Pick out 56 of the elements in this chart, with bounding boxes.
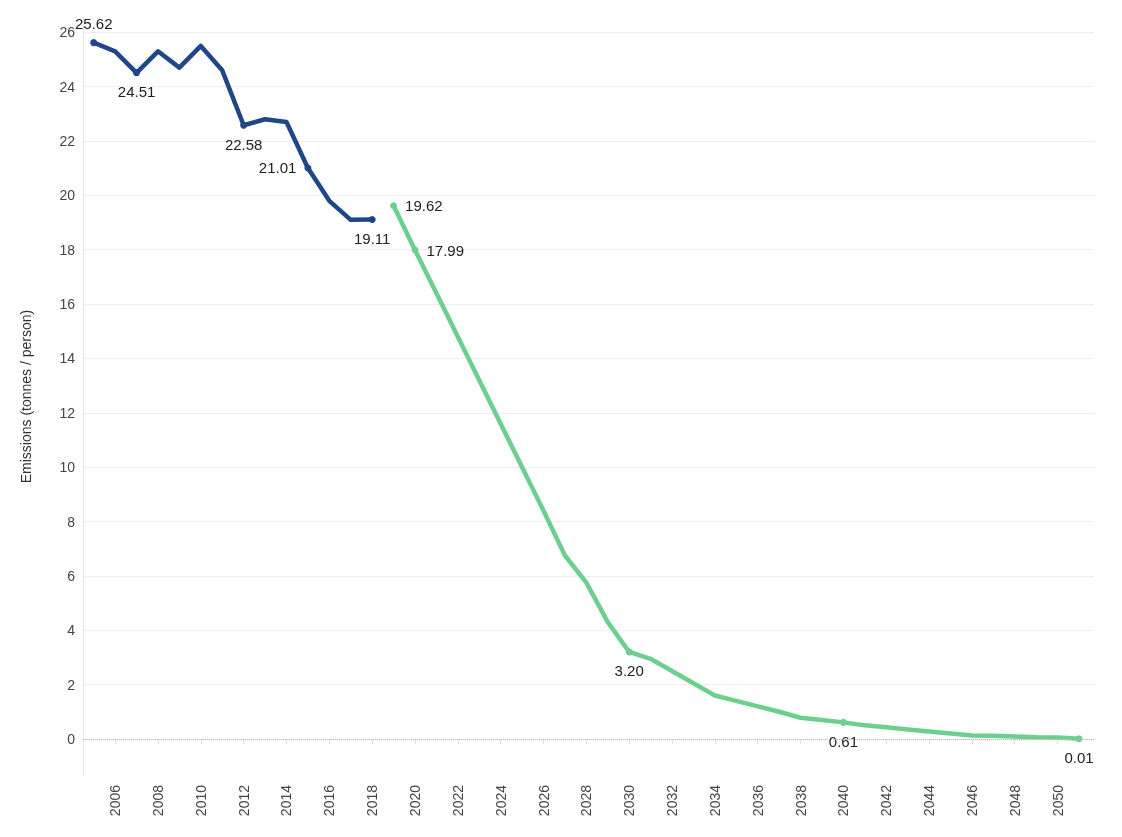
x-tick-label: 2012 bbox=[235, 784, 252, 817]
x-tick-label: 2032 bbox=[664, 784, 681, 817]
x-tick-label: 2024 bbox=[492, 784, 509, 817]
point bbox=[390, 202, 398, 210]
x-tick-label: 2048 bbox=[1006, 784, 1023, 817]
x-tick-label: 2046 bbox=[963, 784, 980, 817]
point bbox=[133, 69, 141, 77]
point bbox=[839, 718, 847, 726]
x-tick-label: 2006 bbox=[107, 784, 124, 817]
x-tick-label: 2016 bbox=[321, 784, 338, 817]
y-tick-label: 0 bbox=[67, 730, 76, 747]
point bbox=[368, 216, 376, 224]
y-tick-label: 20 bbox=[59, 187, 76, 204]
y-tick-label: 6 bbox=[67, 567, 76, 584]
x-tick-label: 2038 bbox=[792, 784, 809, 817]
x-tick-label: 2026 bbox=[535, 784, 552, 817]
y-tick-label: 8 bbox=[67, 513, 76, 530]
y-tick-label: 10 bbox=[59, 459, 76, 476]
y-tick-label: 12 bbox=[59, 404, 76, 421]
x-tick-label: 2042 bbox=[878, 784, 895, 817]
data-label: 0.01 bbox=[1064, 749, 1094, 767]
x-tick-label: 2022 bbox=[449, 784, 466, 817]
x-tick-label: 2008 bbox=[149, 784, 166, 817]
y-tick-label: 26 bbox=[59, 24, 76, 41]
y-tick-label: 18 bbox=[59, 241, 76, 258]
y-axis-title: Emissions (tonnes / person) bbox=[18, 309, 34, 484]
point bbox=[90, 39, 98, 47]
data-label: 21.01 bbox=[258, 159, 297, 177]
x-tick-label: 2030 bbox=[621, 784, 638, 817]
x-tick-label: 2014 bbox=[278, 784, 295, 817]
data-label: 17.99 bbox=[426, 241, 465, 259]
data-label: 19.62 bbox=[405, 197, 443, 215]
data-label: 24.51 bbox=[117, 83, 156, 101]
x-tick-label: 2040 bbox=[835, 784, 852, 817]
y-tick-label: 4 bbox=[67, 622, 76, 639]
y-tick-label: 24 bbox=[59, 78, 76, 95]
y-tick-label: 22 bbox=[59, 133, 76, 150]
x-tick-label: 2034 bbox=[706, 784, 723, 817]
x-tick-label: 2020 bbox=[407, 784, 423, 817]
y-tick-label: 2 bbox=[67, 676, 76, 693]
x-tick-label: 2018 bbox=[364, 784, 381, 817]
y-tick-label: 14 bbox=[59, 350, 76, 367]
point bbox=[240, 121, 248, 129]
y-tick-label: 16 bbox=[59, 296, 76, 313]
data-label: 0.61 bbox=[828, 732, 858, 750]
data-label: 25.62 bbox=[74, 15, 113, 33]
x-tick-label: 2044 bbox=[921, 784, 938, 817]
data-label: 19.11 bbox=[353, 230, 391, 248]
x-tick-label: 2036 bbox=[749, 784, 766, 817]
data-label: 22.58 bbox=[224, 135, 263, 153]
point bbox=[625, 648, 633, 656]
point bbox=[304, 164, 312, 172]
x-tick-label: 2050 bbox=[1049, 784, 1066, 817]
data-label: 3.20 bbox=[614, 662, 644, 680]
x-tick-label: 2010 bbox=[192, 784, 209, 817]
x-tick-label: 2028 bbox=[578, 784, 595, 817]
